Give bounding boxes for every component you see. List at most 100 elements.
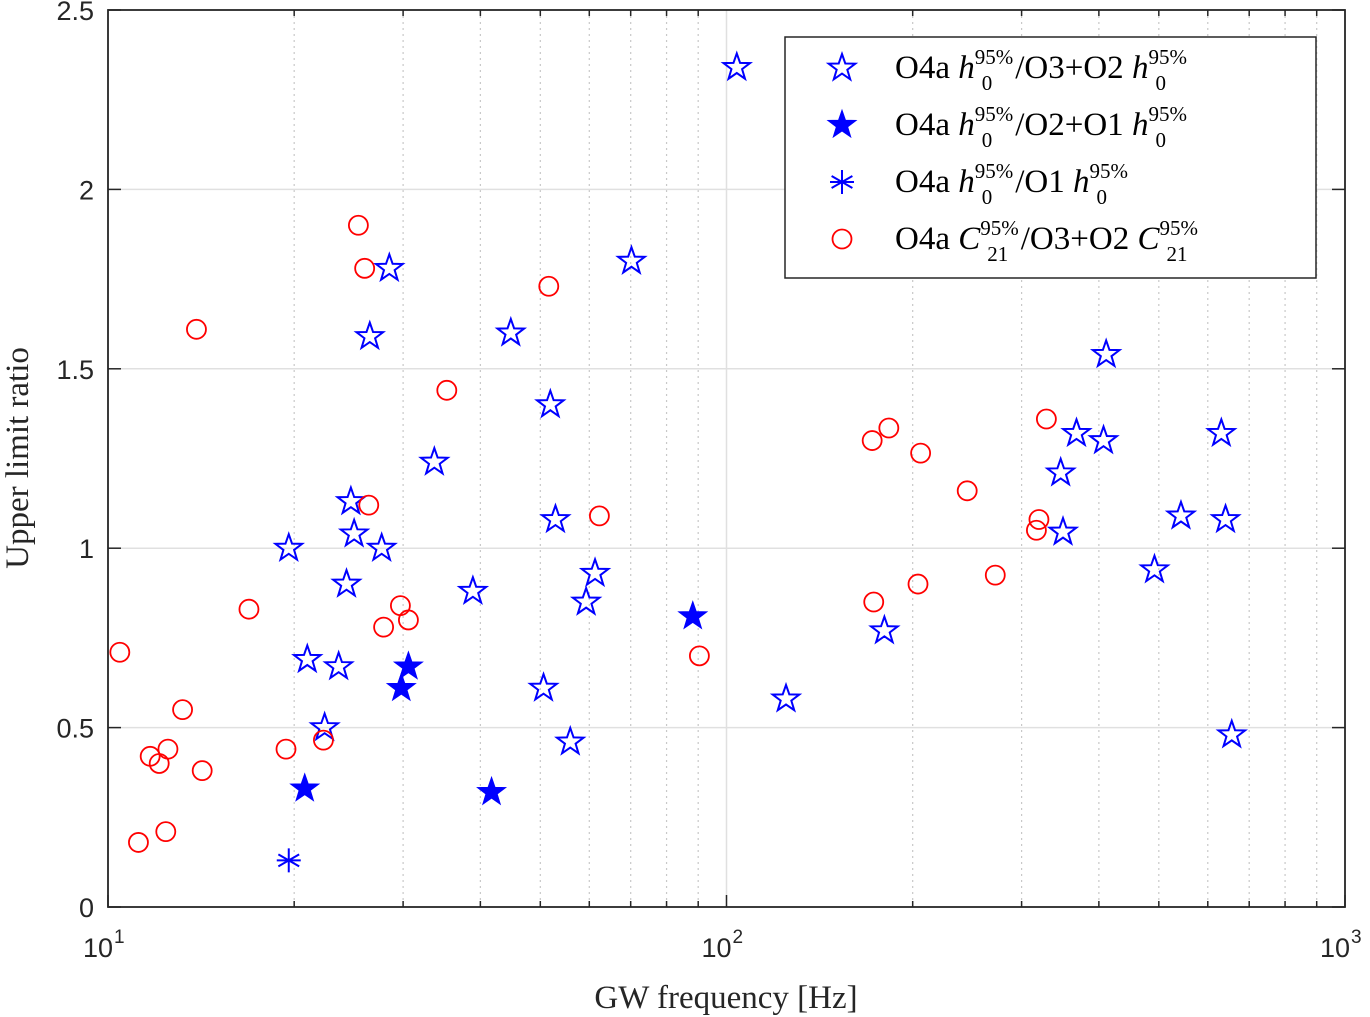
data-point-circle-open (155, 821, 177, 843)
data-point-circle-open (238, 598, 260, 620)
data-point-circle-open (861, 430, 883, 451)
x-tick-exponent: 1 (114, 927, 125, 948)
data-point-circle-open (910, 442, 932, 464)
data-point-star-open (769, 681, 803, 713)
data-point-star-open (578, 556, 612, 588)
legend-entry-label: O4a h95% 0/O1 h95% 0 (895, 159, 1128, 209)
data-point-star-filled (677, 600, 709, 630)
data-point-star-filled (392, 650, 424, 680)
data-point-star-open (373, 251, 406, 283)
data-point-circle-open (157, 738, 179, 760)
data-point-circle-open (347, 214, 369, 236)
legend-marker-star-filled (826, 108, 858, 139)
y-tick-label: 2.5 (56, 0, 94, 26)
data-point-star-open (534, 387, 567, 419)
data-point-star-open (1089, 337, 1123, 369)
data-point-star-open (322, 649, 355, 681)
data-point-circle-open (186, 318, 207, 340)
data-point-star-filled (289, 772, 321, 802)
data-point-circle-open (313, 729, 334, 751)
data-point-circle-open (275, 738, 297, 760)
data-point-star-filled (476, 775, 508, 806)
x-axis-label: GW frequency [Hz] (594, 980, 857, 1016)
data-point-star-open (330, 567, 363, 598)
legend-entry-label: O4a h95% 0/O2+O1 h95% 0 (895, 102, 1187, 152)
data-point-circle-open (1026, 519, 1047, 541)
data-point-circle-open (588, 505, 610, 527)
data-point-circle-open (1028, 509, 1050, 530)
y-tick-label: 1 (79, 534, 94, 564)
data-point-star-open (1046, 515, 1080, 546)
data-point-star-open (1087, 423, 1120, 455)
series-asterisk (276, 848, 301, 873)
data-point-star-open (272, 531, 305, 562)
data-point-circle-open (538, 275, 560, 297)
legend: O4a h95% 0/O3+O2 h95% 0 O4a h95% 0/O2+O1 h95… (784, 36, 1317, 279)
x-tick-exponent: 2 (733, 927, 744, 948)
data-point-star-open (365, 531, 398, 562)
data-point-star-open (1209, 502, 1242, 534)
y-tick-label: 0 (79, 893, 94, 923)
data-points (109, 50, 1248, 873)
data-point-circle-open (398, 609, 419, 631)
data-point-star-open (720, 50, 753, 82)
series-circle-open (109, 214, 1057, 853)
data-point-asterisk (276, 848, 301, 873)
legend-entry-label: O4a h95% 0/O3+O2 h95% 0 (895, 45, 1187, 95)
data-point-circle-open (907, 573, 929, 595)
series-star-open (272, 50, 1248, 756)
y-tick-label: 1.5 (56, 355, 94, 385)
data-point-star-open (334, 484, 368, 516)
x-tick-label: 10 (1320, 933, 1350, 963)
y-tick-label: 0.5 (56, 714, 94, 744)
x-tick-label: 10 (701, 933, 731, 963)
data-point-star-open (494, 315, 528, 347)
data-point-circle-open (373, 616, 395, 638)
data-point-circle-open (863, 591, 885, 613)
data-point-circle-open (956, 480, 978, 502)
data-point-circle-open (172, 699, 193, 721)
data-point-circle-open (191, 760, 213, 782)
data-point-circle-open (984, 564, 1006, 586)
data-point-star-open (868, 613, 901, 645)
data-point-circle-open (354, 257, 376, 279)
data-point-circle-open (109, 641, 131, 663)
legend-box (784, 36, 1317, 279)
legend-marker-star-open (825, 50, 859, 82)
data-point-star-filled (385, 671, 417, 702)
data-point-circle-open (436, 379, 458, 401)
y-axis-label: Upper limit ratio (0, 347, 36, 569)
data-point-star-open (539, 502, 572, 534)
data-point-star-open (554, 724, 587, 756)
data-point-circle-open (128, 832, 149, 853)
data-point-circle-open (1035, 408, 1057, 430)
y-tick-label: 2 (79, 175, 94, 205)
data-point-star-open (418, 445, 451, 476)
data-point-circle-open (389, 595, 411, 617)
data-point-star-open (353, 319, 386, 351)
data-point-star-open (456, 574, 490, 606)
data-point-circle-open (688, 645, 710, 667)
data-point-star-open (1044, 455, 1077, 487)
legend-marker-circle-open (831, 228, 853, 250)
data-point-star-open (337, 516, 371, 548)
x-tick-exponent: 3 (1351, 927, 1362, 948)
data-point-star-open (1215, 717, 1248, 749)
data-point-star-open (569, 584, 603, 616)
data-point-star-open (615, 244, 648, 275)
data-point-star-open (308, 710, 341, 742)
data-point-circle-open (358, 494, 380, 516)
legend-entry-label: O4a C95% 21/O3+O2 C95% 21 (895, 216, 1198, 266)
series-star-filled (289, 600, 709, 806)
legend-marker-asterisk (830, 170, 854, 194)
data-point-circle-open (878, 417, 900, 439)
axis-ticks: 10 1 10 2 10 300.511.522.5 (56, 0, 1361, 963)
data-point-star-open (1138, 552, 1171, 584)
data-point-star-open (1164, 498, 1198, 530)
data-point-star-open (291, 642, 324, 674)
data-point-star-open (1205, 416, 1238, 448)
data-point-star-open (527, 671, 560, 702)
data-point-star-open (1060, 416, 1093, 448)
x-tick-label: 10 (83, 933, 113, 963)
